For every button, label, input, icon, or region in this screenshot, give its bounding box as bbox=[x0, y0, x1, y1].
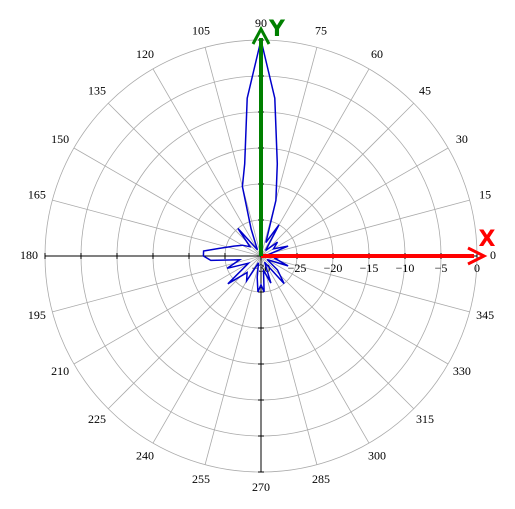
angle-label: 105 bbox=[192, 24, 210, 38]
grid-spoke bbox=[260, 102, 415, 257]
angle-label: 285 bbox=[312, 472, 330, 486]
angle-label: 345 bbox=[476, 308, 494, 322]
grid-spoke bbox=[260, 255, 318, 465]
angle-label: 210 bbox=[51, 364, 69, 378]
r-tick-label: −5 bbox=[435, 261, 448, 275]
r-tick-label: 0 bbox=[474, 261, 480, 275]
angle-label: 255 bbox=[192, 472, 210, 486]
x-axis-label: X bbox=[479, 227, 496, 252]
angle-label: 120 bbox=[136, 47, 154, 61]
r-tick-label: −10 bbox=[396, 261, 415, 275]
angle-label: 225 bbox=[88, 412, 106, 426]
grid-spoke bbox=[204, 47, 262, 257]
r-tick-label: −20 bbox=[324, 261, 343, 275]
pattern-line bbox=[202, 39, 289, 293]
angle-label: 195 bbox=[28, 308, 46, 322]
grid-spoke bbox=[152, 255, 262, 444]
grid-spoke bbox=[52, 199, 262, 257]
grid-spoke bbox=[52, 255, 262, 313]
grid-spoke bbox=[260, 199, 470, 257]
grid-spoke bbox=[260, 255, 370, 444]
grid-spoke bbox=[260, 255, 470, 313]
r-tick-label: −25 bbox=[288, 261, 307, 275]
grid-spoke bbox=[204, 255, 262, 465]
angle-label: 45 bbox=[419, 84, 431, 98]
angle-label: 90 bbox=[255, 16, 267, 30]
x-arrow-head bbox=[467, 246, 488, 266]
y-axis-label: Y bbox=[268, 17, 286, 42]
grid-spoke bbox=[107, 255, 262, 410]
angle-label: 315 bbox=[416, 412, 434, 426]
angle-label: 150 bbox=[51, 132, 69, 146]
angle-label: 60 bbox=[371, 47, 383, 61]
angle-label: 30 bbox=[456, 132, 468, 146]
grid-spoke bbox=[260, 255, 415, 410]
angle-label: 15 bbox=[479, 188, 491, 202]
grid-spoke bbox=[260, 147, 449, 257]
grid-spoke bbox=[73, 147, 262, 257]
grid-spoke bbox=[73, 255, 262, 365]
y-arrow-head bbox=[251, 25, 271, 45]
angle-label: 270 bbox=[252, 480, 270, 494]
angle-label: 75 bbox=[315, 24, 327, 38]
angle-label: 240 bbox=[136, 449, 154, 463]
angle-label: 180 bbox=[20, 248, 38, 262]
grid-spoke bbox=[107, 102, 262, 257]
angle-label: 135 bbox=[88, 84, 106, 98]
r-tick-label: −15 bbox=[360, 261, 379, 275]
grid-spoke bbox=[260, 255, 449, 365]
grid-spoke bbox=[152, 68, 262, 257]
angle-label: 0 bbox=[490, 248, 496, 262]
angle-label: 300 bbox=[368, 449, 386, 463]
angle-label: 165 bbox=[28, 188, 46, 202]
angle-label: 330 bbox=[453, 364, 471, 378]
